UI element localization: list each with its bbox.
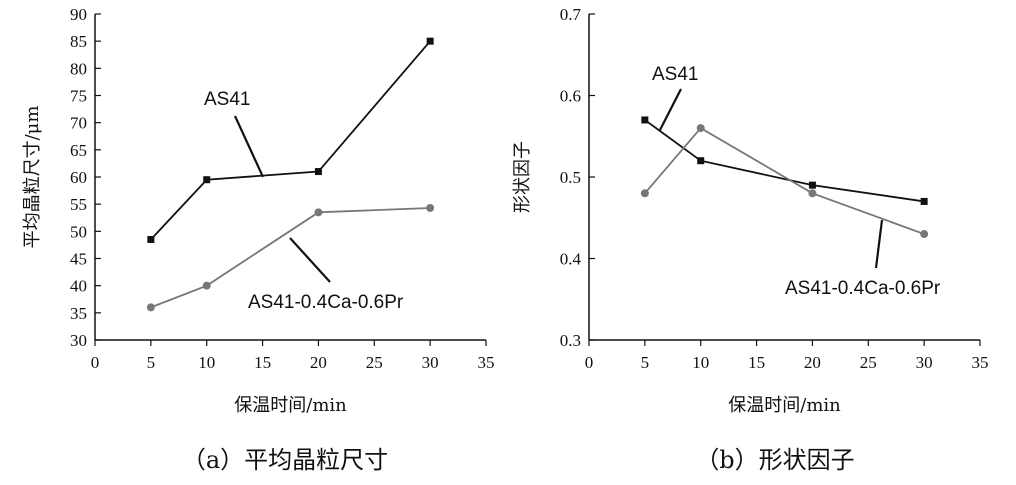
y-tick-label: 0.6 xyxy=(560,87,581,106)
x-tick-label: 0 xyxy=(585,353,594,372)
x-tick-label: 35 xyxy=(972,353,989,372)
y-tick-label: 0.4 xyxy=(560,250,582,269)
annotation-leader-line xyxy=(659,88,682,131)
y-tick-label: 70 xyxy=(70,114,87,133)
series-annotation-label: AS41 xyxy=(652,64,698,85)
series-annotation-label: AS41-0.4Ca-0.6Pr xyxy=(248,292,404,313)
data-point-circle xyxy=(920,230,929,239)
series-line-as41-ca-pr xyxy=(644,126,925,235)
y-tick-label: 0.7 xyxy=(560,5,582,24)
x-tick-label: 10 xyxy=(198,353,215,372)
y-tick-label: 65 xyxy=(70,141,87,160)
data-point-square xyxy=(314,168,322,176)
data-point-square xyxy=(147,235,155,243)
data-point-circle xyxy=(696,124,705,133)
series-line-as41 xyxy=(644,119,925,203)
data-point-circle xyxy=(314,208,323,217)
series-line-as41-ca-pr xyxy=(150,207,431,309)
data-point-square xyxy=(426,37,434,45)
x-tick-label: 0 xyxy=(91,353,100,372)
data-point-circle xyxy=(426,203,435,212)
y-tick-label: 80 xyxy=(70,59,87,78)
annotation-leader-line xyxy=(874,219,884,269)
data-point-circle xyxy=(640,189,649,198)
chart-panel-a: 30 35 40 45 50 55 60 65 70 75 80 85 90 0 5 10 15 20 25 30 35… xyxy=(22,5,495,474)
panel-caption: （a）平均晶粒尺寸 xyxy=(182,446,388,474)
x-tick-label: 20 xyxy=(804,353,821,372)
y-tick-label: 50 xyxy=(70,222,87,241)
x-tick-label: 30 xyxy=(916,353,933,372)
y-axis-label: 形状因子 xyxy=(512,141,533,213)
x-tick-label: 30 xyxy=(422,353,439,372)
data-point-square xyxy=(641,116,649,124)
y-tick-label: 0.3 xyxy=(560,331,581,350)
x-tick-label: 25 xyxy=(860,353,877,372)
series-annotation-label: AS41 xyxy=(204,89,250,110)
data-point-square xyxy=(808,181,816,189)
y-tick-label: 35 xyxy=(70,304,87,323)
x-tick-label: 15 xyxy=(254,353,271,372)
x-tick-label: 35 xyxy=(478,353,495,372)
data-point-circle xyxy=(146,303,155,312)
y-tick-label: 90 xyxy=(70,5,87,24)
x-tick-label: 15 xyxy=(748,353,765,372)
series-annotation-label: AS41-0.4Ca-0.6Pr xyxy=(785,278,941,299)
x-tick-label: 5 xyxy=(147,353,156,372)
data-point-circle xyxy=(202,281,211,290)
x-axis-label: 保温时间/min xyxy=(234,395,347,416)
annotation-leader-line xyxy=(289,237,331,283)
data-point-circle xyxy=(808,189,817,198)
chart-panel-b: 0.3 0.4 0.5 0.6 0.7 0 5 10 15 20 25 30 35 保温时间/min 形状因… xyxy=(512,5,989,474)
y-tick-label: 30 xyxy=(70,331,87,350)
x-tick-label: 10 xyxy=(692,353,709,372)
x-axis-label: 保温时间/min xyxy=(728,395,841,416)
x-tick-label: 20 xyxy=(310,353,327,372)
data-point-square xyxy=(203,176,211,184)
x-tick-label: 5 xyxy=(641,353,650,372)
data-point-square xyxy=(697,157,705,165)
y-tick-label: 75 xyxy=(70,87,87,106)
y-tick-label: 85 xyxy=(70,32,87,51)
y-axis-label: 平均晶粒尺寸/μm xyxy=(22,106,43,249)
data-point-square xyxy=(920,197,928,205)
y-tick-label: 55 xyxy=(70,195,87,214)
panel-caption: （b）形状因子 xyxy=(695,446,854,474)
x-tick-label: 25 xyxy=(366,353,383,372)
y-tick-label: 40 xyxy=(70,277,87,296)
y-tick-label: 45 xyxy=(70,250,87,269)
y-tick-label: 60 xyxy=(70,168,87,187)
y-tick-label: 0.5 xyxy=(560,168,581,187)
annotation-leader-line xyxy=(234,115,264,178)
